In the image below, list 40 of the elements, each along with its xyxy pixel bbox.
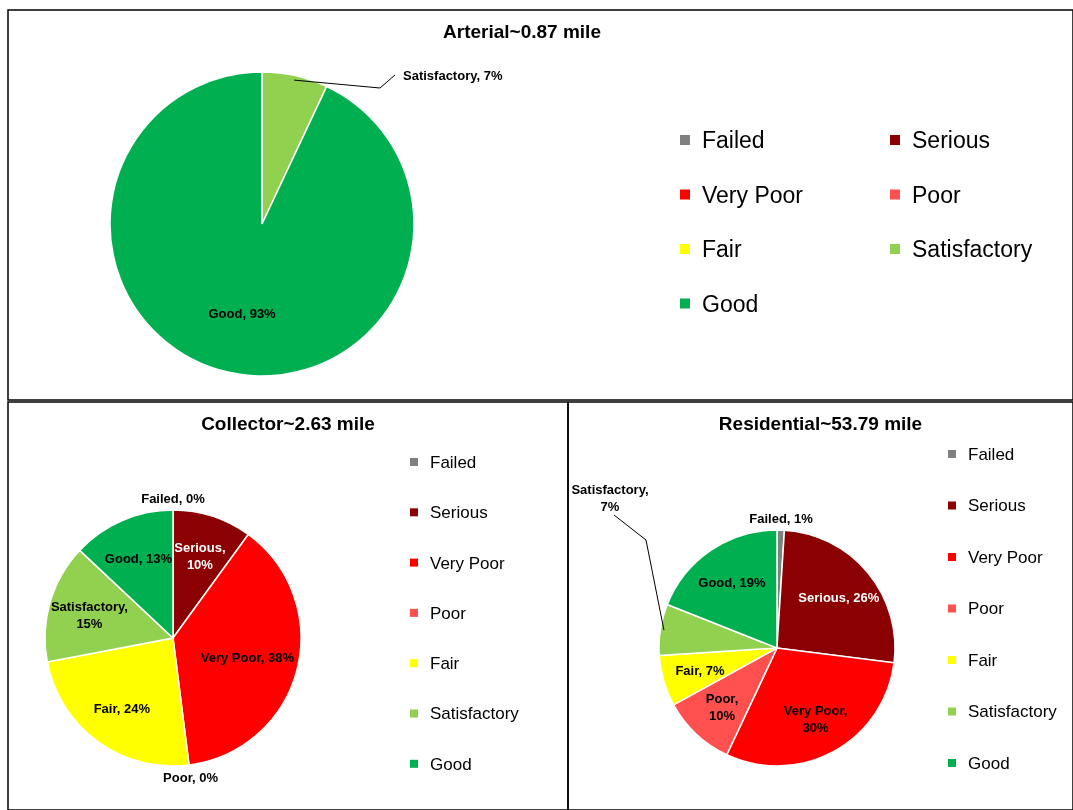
legend-label: Poor [430, 603, 467, 623]
chart-title: Arterial~0.87 mile [443, 21, 601, 42]
chart-title: Collector~2.63 mile [201, 413, 375, 434]
legend-label: Serious [912, 127, 990, 154]
data-label: Very Poor, 38% [200, 650, 295, 666]
legend-label: Serious [430, 503, 488, 523]
legend-label: Failed [702, 127, 765, 154]
text: Poor, 0% [163, 769, 219, 785]
data-label: Fair, 24% [93, 701, 151, 717]
data-label: Satisfactory, 7% [571, 482, 649, 514]
data-label: Failed, 1% [749, 511, 814, 527]
legend-label: Satisfactory [968, 702, 1058, 722]
data-label: Very Poor, 30% [783, 703, 848, 736]
legend-label: Failed [968, 444, 1015, 464]
legend-label: Very Poor [968, 547, 1043, 567]
legend-label: Poor [968, 599, 1005, 619]
data-label: Serious, 26% [798, 589, 880, 605]
legend-label: Failed [430, 452, 477, 472]
legend-label: Satisfactory [430, 704, 520, 724]
legend-label: Serious [968, 496, 1026, 516]
legend-label: Fair [702, 236, 742, 263]
data-label: Poor, 10% [705, 691, 739, 724]
legend-label: Satisfactory [912, 236, 1033, 263]
text: Failed, 0% [141, 491, 205, 506]
data-label: Satisfactory, 15% [50, 598, 128, 631]
data-label: Good, 93% [208, 306, 277, 321]
data-label: Serious, 10% [174, 540, 226, 573]
legend-label: Very Poor [430, 553, 505, 573]
legend-label: Good [702, 290, 759, 317]
legend-label: Good [430, 754, 472, 774]
chart-title: Residential~53.79 mile [718, 413, 923, 434]
data-label: Good, 19% [698, 574, 766, 590]
data-label: Satisfactory, 7% [403, 68, 503, 83]
legend-label: Good [968, 753, 1010, 773]
data-label: Fair, 7% [675, 663, 725, 679]
legend-label: Very Poor [702, 181, 804, 208]
legend-label: Fair [430, 654, 460, 674]
legend-label: Poor [912, 181, 961, 208]
legend-label: Fair [968, 650, 998, 670]
data-label: Good, 13% [104, 551, 173, 567]
